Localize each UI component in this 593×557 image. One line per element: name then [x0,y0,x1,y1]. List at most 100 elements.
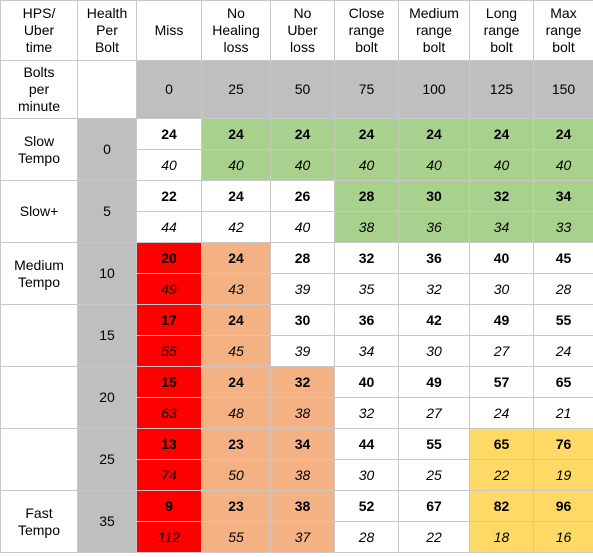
health-cell: 10 [77,242,137,305]
value-cell: 55 [533,304,593,336]
value-cell: 42 [201,211,271,243]
value-cell: 30 [398,335,470,367]
value-cell: 36 [398,211,470,243]
value-cell: 40 [398,149,470,181]
table-row: Fast Tempo 35 9 23 38 52 67 82 96 [0,490,593,553]
value-cell: 65 [469,428,534,460]
value-cell: 96 [533,490,593,522]
group-label [0,304,78,367]
table-row: 25 13 23 34 44 55 65 76 [0,428,593,491]
empty-cell [77,60,137,119]
bolts-cell: 25 [201,60,271,119]
value-cell: 40 [469,149,534,181]
value-cell: 24 [201,118,271,150]
bolts-cell: 125 [469,60,534,119]
group-label: Slow+ [0,180,78,243]
value-cell: 57 [469,366,534,398]
header-cell: Close range bolt [334,0,399,61]
value-cell: 38 [270,459,335,491]
value-cell: 55 [398,428,470,460]
value-cell: 28 [334,521,399,553]
value-cell: 20 [136,242,202,274]
value-cell: 40 [270,211,335,243]
value-cell: 18 [469,521,534,553]
value-cell: 42 [398,304,470,336]
value-cell: 24 [201,242,271,274]
value-cell: 16 [533,521,593,553]
value-cell: 49 [469,304,534,336]
value-cell: 40 [334,149,399,181]
value-cell: 55 [201,521,271,553]
value-cell: 24 [469,397,534,429]
table-row: 15 17 24 30 36 42 49 55 [0,304,593,367]
table-row: 74 50 38 30 25 22 19 [1,459,593,491]
value-cell: 23 [201,428,271,460]
value-cell: 37 [270,521,335,553]
value-cell: 25 [398,459,470,491]
value-cell: 28 [334,180,399,212]
value-cell: 50 [201,459,271,491]
value-cell: 28 [270,242,335,274]
value-cell: 44 [334,428,399,460]
value-cell: 30 [270,304,335,336]
value-cell: 40 [270,149,335,181]
value-cell: 32 [398,273,470,305]
value-cell: 38 [270,490,335,522]
header-cell: HPS/ Uber time [0,0,78,61]
health-cell: 25 [77,428,137,491]
table-row: Slow+ 5 22 24 26 28 30 32 34 [0,180,593,243]
value-cell: 23 [201,490,271,522]
value-cell: 82 [469,490,534,522]
value-cell: 52 [334,490,399,522]
group-label [0,366,78,429]
value-cell: 22 [136,180,202,212]
health-cell: 35 [77,490,137,553]
group-label: Fast Tempo [0,490,78,553]
bolts-cell: 75 [334,60,399,119]
health-cell: 0 [77,118,137,181]
value-cell: 40 [136,149,202,181]
value-cell: 112 [136,521,202,553]
group-label: Medium Tempo [0,242,78,305]
table-row: Medium Tempo 10 20 24 28 32 36 40 45 [0,242,593,305]
table-row: Slow Tempo 0 24 24 24 24 24 24 24 [0,118,593,181]
value-cell: 30 [469,273,534,305]
value-cell: 30 [398,180,470,212]
header-cell: Medium range bolt [398,0,470,61]
header-cell: No Uber loss [270,0,335,61]
value-cell: 34 [533,180,593,212]
value-cell: 38 [334,211,399,243]
table-row: 55 45 39 34 30 27 24 [1,335,593,367]
bolts-cell: 50 [270,60,335,119]
value-cell: 39 [270,273,335,305]
table-row: 63 48 38 32 27 24 21 [1,397,593,429]
row-label: Bolts per minute [0,60,78,119]
value-cell: 22 [469,459,534,491]
value-cell: 24 [136,118,202,150]
header-cell: Max range bolt [533,0,593,61]
table-row: 40 40 40 40 40 40 40 [1,149,593,181]
value-cell: 35 [334,273,399,305]
value-cell: 17 [136,304,202,336]
value-cell: 74 [136,459,202,491]
value-cell: 28 [533,273,593,305]
value-cell: 36 [334,304,399,336]
value-cell: 32 [334,397,399,429]
value-cell: 15 [136,366,202,398]
value-cell: 32 [270,366,335,398]
value-cell: 34 [334,335,399,367]
health-cell: 5 [77,180,137,243]
table-row: 44 42 40 38 36 34 33 [1,211,593,243]
value-cell: 24 [201,180,271,212]
value-cell: 26 [270,180,335,212]
table-row: HPS/ Uber time Health Per Bolt Miss No Heal… [0,0,593,61]
value-cell: 32 [334,242,399,274]
value-cell: 48 [201,397,271,429]
value-cell: 24 [398,118,470,150]
value-cell: 40 [334,366,399,398]
value-cell: 27 [398,397,470,429]
value-cell: 27 [469,335,534,367]
value-cell: 24 [201,366,271,398]
value-cell: 30 [334,459,399,491]
group-label: Slow Tempo [0,118,78,181]
